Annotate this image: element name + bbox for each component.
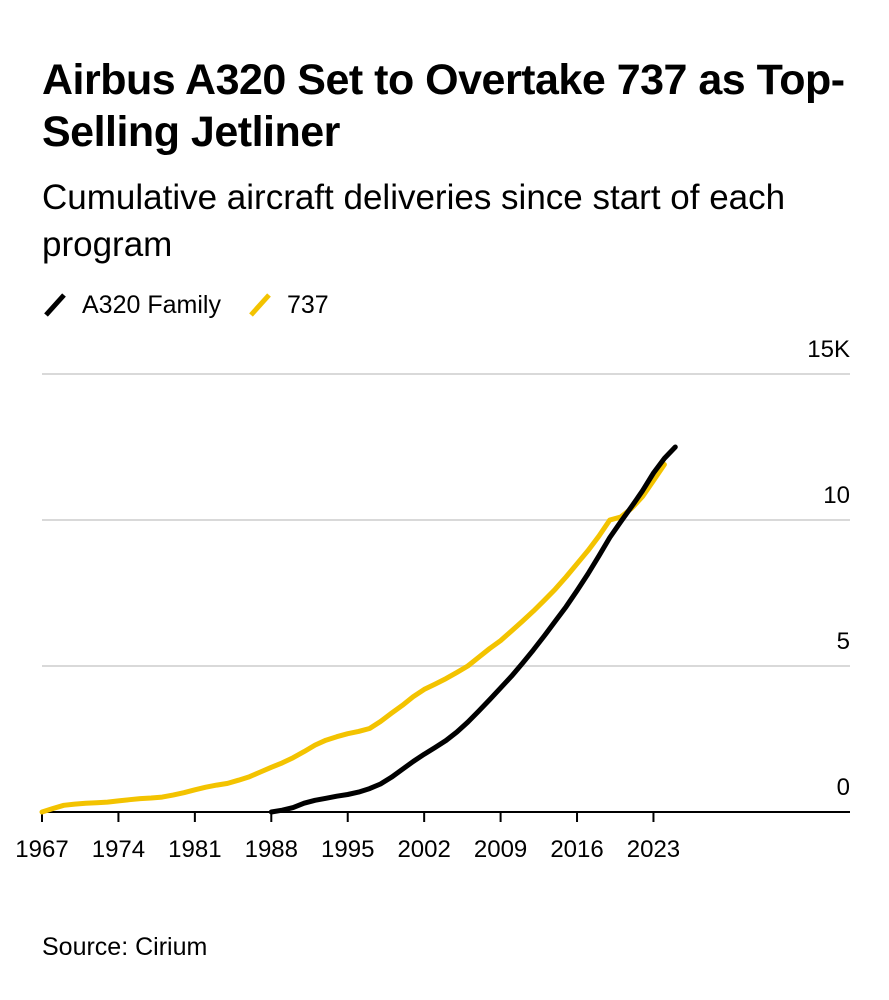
legend-swatch-a320-icon bbox=[44, 293, 66, 317]
legend-label-737: 737 bbox=[286, 290, 329, 319]
x-axis: 1967 1974 1981 1988 1995 2002 2009 2016 2023 bbox=[15, 811, 850, 863]
x-tick-label: 1995 bbox=[321, 836, 374, 863]
series-layer bbox=[39, 444, 678, 815]
chart-title: Airbus A320 Set to Overtake 737 as Top-S… bbox=[42, 56, 845, 156]
legend-label-a320: A320 Family bbox=[82, 290, 221, 319]
chart-subtitle: Cumulative aircraft deliveries since sta… bbox=[42, 178, 786, 264]
legend-item-a320: A320 Family bbox=[42, 291, 221, 320]
series-line-b737 bbox=[39, 462, 667, 815]
x-tick-label: 2002 bbox=[397, 836, 450, 863]
y-tick-label: 10 bbox=[823, 482, 850, 509]
series-line-a320 bbox=[268, 444, 678, 815]
x-tick-label: 1981 bbox=[168, 836, 221, 863]
x-tick-label: 2016 bbox=[550, 836, 603, 863]
x-tick-label: 1988 bbox=[245, 836, 298, 863]
y-tick-label: 0 bbox=[837, 774, 850, 801]
source-note: Source: Cirium bbox=[42, 933, 208, 961]
legend-line-737 bbox=[249, 293, 271, 317]
chart-legend: A320 Family 737 bbox=[42, 288, 355, 322]
grid-layer bbox=[42, 373, 850, 667]
x-tick-label: 2023 bbox=[627, 836, 680, 863]
legend-item-737: 737 bbox=[247, 291, 329, 320]
y-tick-label: 5 bbox=[837, 628, 850, 655]
y-tick-label: 15K bbox=[807, 336, 850, 363]
x-tick-label: 1967 bbox=[15, 836, 68, 863]
x-tick-label: 2009 bbox=[474, 836, 527, 863]
x-tick-label: 1974 bbox=[92, 836, 145, 863]
y-axis-labels: 0 5 10 15K bbox=[807, 336, 850, 801]
legend-line-a320 bbox=[44, 293, 66, 317]
legend-swatch-737-icon bbox=[249, 293, 271, 317]
